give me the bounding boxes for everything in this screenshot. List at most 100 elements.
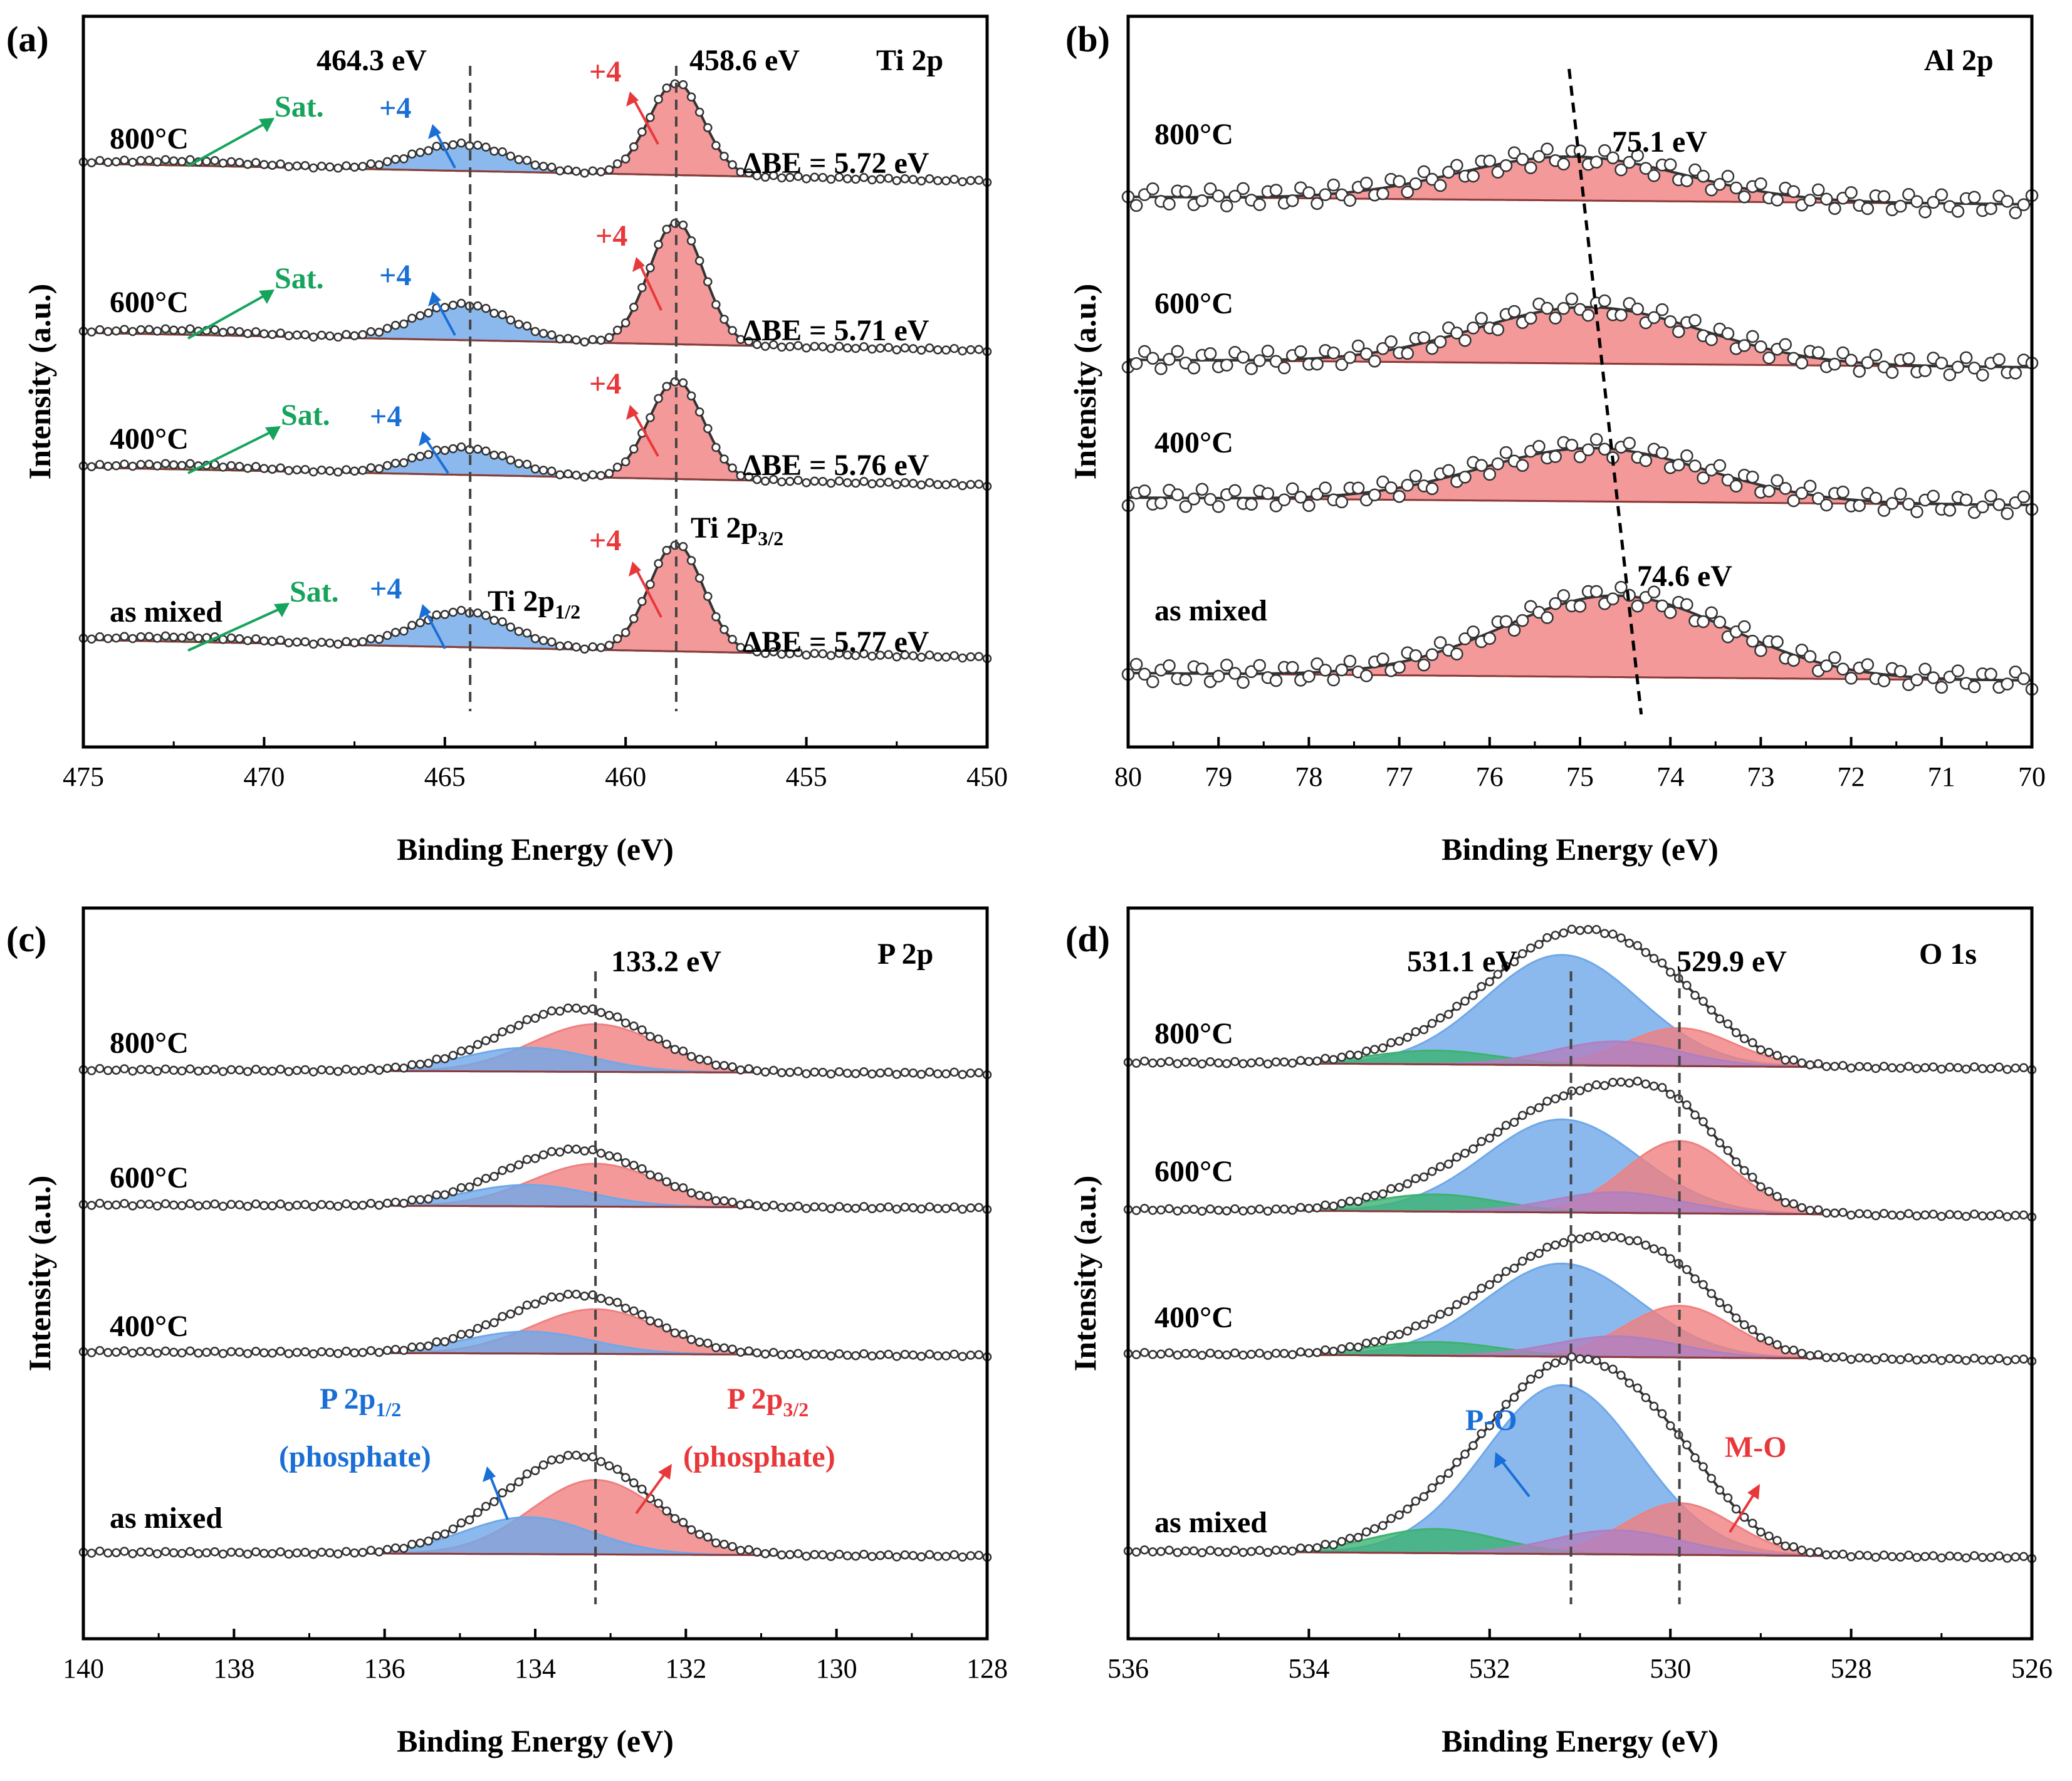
data-point (612, 462, 622, 472)
data-point (186, 631, 195, 640)
data-point (802, 478, 811, 488)
data-point (103, 157, 113, 167)
data-point (810, 1349, 819, 1359)
data-point (1978, 1553, 1987, 1562)
data-point (128, 1066, 137, 1076)
panel-c-p12-note: (phosphate) (279, 1440, 431, 1473)
data-point (1764, 1186, 1774, 1196)
data-point (243, 329, 253, 338)
data-point (1296, 1347, 1305, 1357)
data-point (1928, 1209, 1938, 1219)
data-point (1904, 1353, 1913, 1362)
data-point (448, 444, 458, 454)
data-point (259, 1201, 269, 1211)
data-point (974, 652, 984, 661)
data-point (1912, 1211, 1922, 1221)
data-point (1657, 1409, 1667, 1419)
data-point (1542, 1242, 1552, 1252)
data-point (1138, 345, 1151, 358)
data-point (390, 627, 400, 637)
data-point (2009, 206, 2022, 219)
data-point (1279, 1204, 1289, 1214)
data-point (1631, 599, 1645, 613)
data-point (1189, 1546, 1199, 1556)
data-point (1173, 1059, 1182, 1068)
data-point (1245, 665, 1258, 679)
data-point (284, 1549, 293, 1559)
data-point (1682, 981, 1692, 990)
data-point (1920, 1210, 1930, 1220)
data-point (1591, 1356, 1601, 1366)
data-point (440, 610, 450, 619)
data-point (966, 1551, 976, 1560)
data-point (588, 642, 598, 652)
data-point (1156, 1205, 1166, 1215)
data-point (432, 142, 441, 151)
data-point (1625, 1236, 1634, 1246)
data-point (1575, 1234, 1585, 1244)
data-point (572, 1144, 581, 1154)
data-point (818, 172, 828, 182)
data-point (1515, 614, 1529, 627)
data-point (325, 1065, 335, 1075)
data-point (1378, 1335, 1388, 1345)
data-point (1573, 450, 1587, 464)
data-point (916, 1070, 926, 1079)
data-point (1641, 948, 1651, 958)
data-point (924, 478, 934, 488)
data-point (1912, 1355, 1922, 1365)
data-point (1795, 486, 1809, 500)
data-point (1433, 636, 1447, 649)
data-point (1370, 1191, 1379, 1200)
data-point (1665, 1089, 1675, 1099)
data-point (2019, 1552, 2029, 1561)
data-point (456, 1046, 466, 1056)
data-point (1148, 1350, 1158, 1359)
panel-a-plus4-blue: +4 (379, 259, 411, 292)
data-point (974, 1068, 984, 1078)
panel-d-mo-arrow (1729, 1491, 1756, 1533)
data-point (1247, 1349, 1256, 1359)
data-point (234, 461, 244, 471)
data-point (703, 123, 713, 132)
data-point (1353, 1050, 1363, 1060)
data-point (1976, 500, 1989, 514)
data-point (736, 1200, 745, 1210)
data-point (670, 79, 680, 89)
data-point (1237, 676, 1250, 689)
data-point (1978, 1355, 1987, 1365)
data-point (1263, 1059, 1273, 1068)
data-point (1189, 1349, 1199, 1359)
data-point (169, 632, 179, 642)
data-point (1945, 1551, 1955, 1561)
data-point (268, 464, 277, 474)
data-point (1591, 925, 1601, 934)
data-point (1797, 1058, 1807, 1068)
data-point (1591, 1080, 1601, 1090)
data-point (210, 1347, 219, 1356)
data-point (1846, 1354, 1856, 1364)
data-point (448, 300, 458, 310)
data-point (424, 1341, 433, 1351)
data-point (1803, 194, 1817, 207)
data-point (916, 1204, 926, 1214)
data-point (1211, 500, 1225, 513)
data-point (432, 1190, 441, 1200)
data-point (1598, 144, 1611, 157)
data-point (1427, 1483, 1437, 1493)
panel-c-series-label: 400°C (110, 1310, 189, 1343)
data-point (1417, 165, 1431, 179)
data-point (498, 310, 507, 320)
data-point (1411, 1174, 1421, 1183)
data-point (892, 652, 902, 662)
data-point (86, 327, 97, 337)
data-point (243, 160, 253, 169)
data-point (1499, 615, 1513, 628)
data-point (572, 335, 581, 345)
data-point (160, 1064, 170, 1074)
data-point (210, 325, 219, 335)
data-point (1969, 1209, 1979, 1219)
data-point (1781, 1198, 1790, 1208)
data-point (572, 642, 581, 652)
data-point (522, 629, 532, 638)
